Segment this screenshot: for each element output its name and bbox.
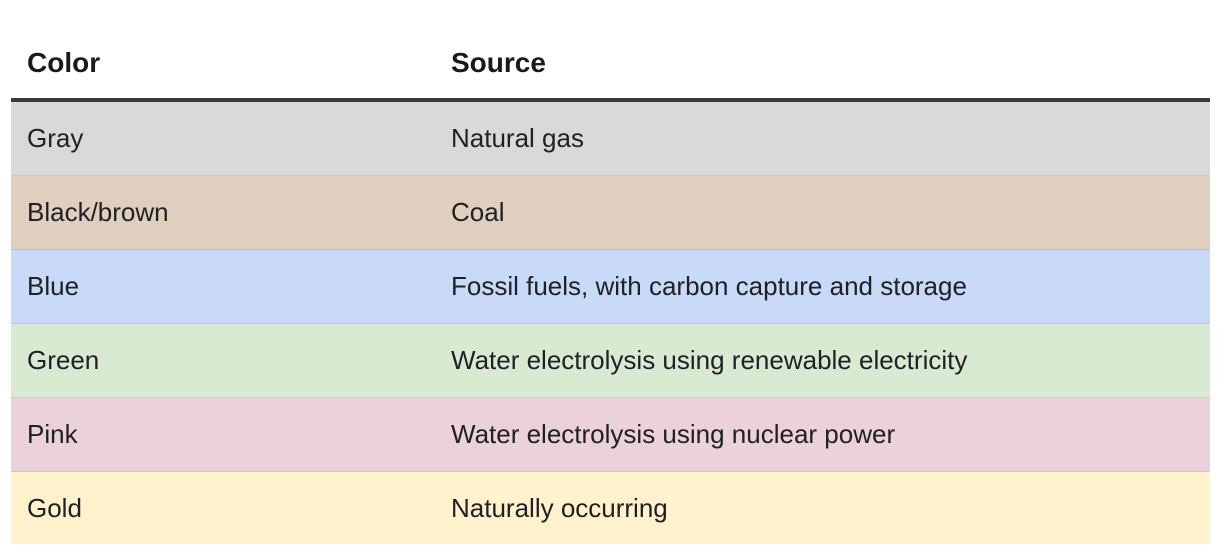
cell-source: Natural gas	[435, 100, 1210, 176]
hydrogen-color-table: Color Source Gray Natural gas Black/brow…	[11, 28, 1210, 544]
cell-source: Water electrolysis using nuclear power	[435, 397, 1210, 472]
table-row: Pink Water electrolysis using nuclear po…	[11, 397, 1210, 472]
cell-source: Fossil fuels, with carbon capture and st…	[435, 249, 1210, 324]
cell-source: Coal	[435, 175, 1210, 250]
table-row: Gold Naturally occurring	[11, 471, 1210, 544]
table-row: Blue Fossil fuels, with carbon capture a…	[11, 249, 1210, 324]
header-source: Source	[435, 28, 1210, 102]
table-header: Color Source	[11, 28, 1210, 102]
cell-color: Gold	[27, 492, 82, 523]
table-row: Gray Natural gas	[11, 100, 1210, 176]
table-row: Green Water electrolysis using renewable…	[11, 323, 1210, 398]
header-row: Color Source	[11, 28, 1210, 102]
cell-color: Green	[11, 323, 435, 398]
table-body: Gray Natural gas Black/brown Coal Blue F…	[11, 100, 1210, 544]
cell-color: Black/brown	[11, 175, 435, 250]
cell-color: Pink	[11, 397, 435, 472]
cell-color: Blue	[11, 249, 435, 324]
cell-source: Naturally occurring	[451, 492, 668, 523]
hydrogen-color-table-container: Color Source Gray Natural gas Black/brow…	[11, 28, 1210, 544]
cell-color: Gray	[11, 100, 435, 176]
cell-source: Water electrolysis using renewable elect…	[435, 323, 1210, 398]
header-color: Color	[11, 28, 435, 102]
table-row: Black/brown Coal	[11, 175, 1210, 250]
